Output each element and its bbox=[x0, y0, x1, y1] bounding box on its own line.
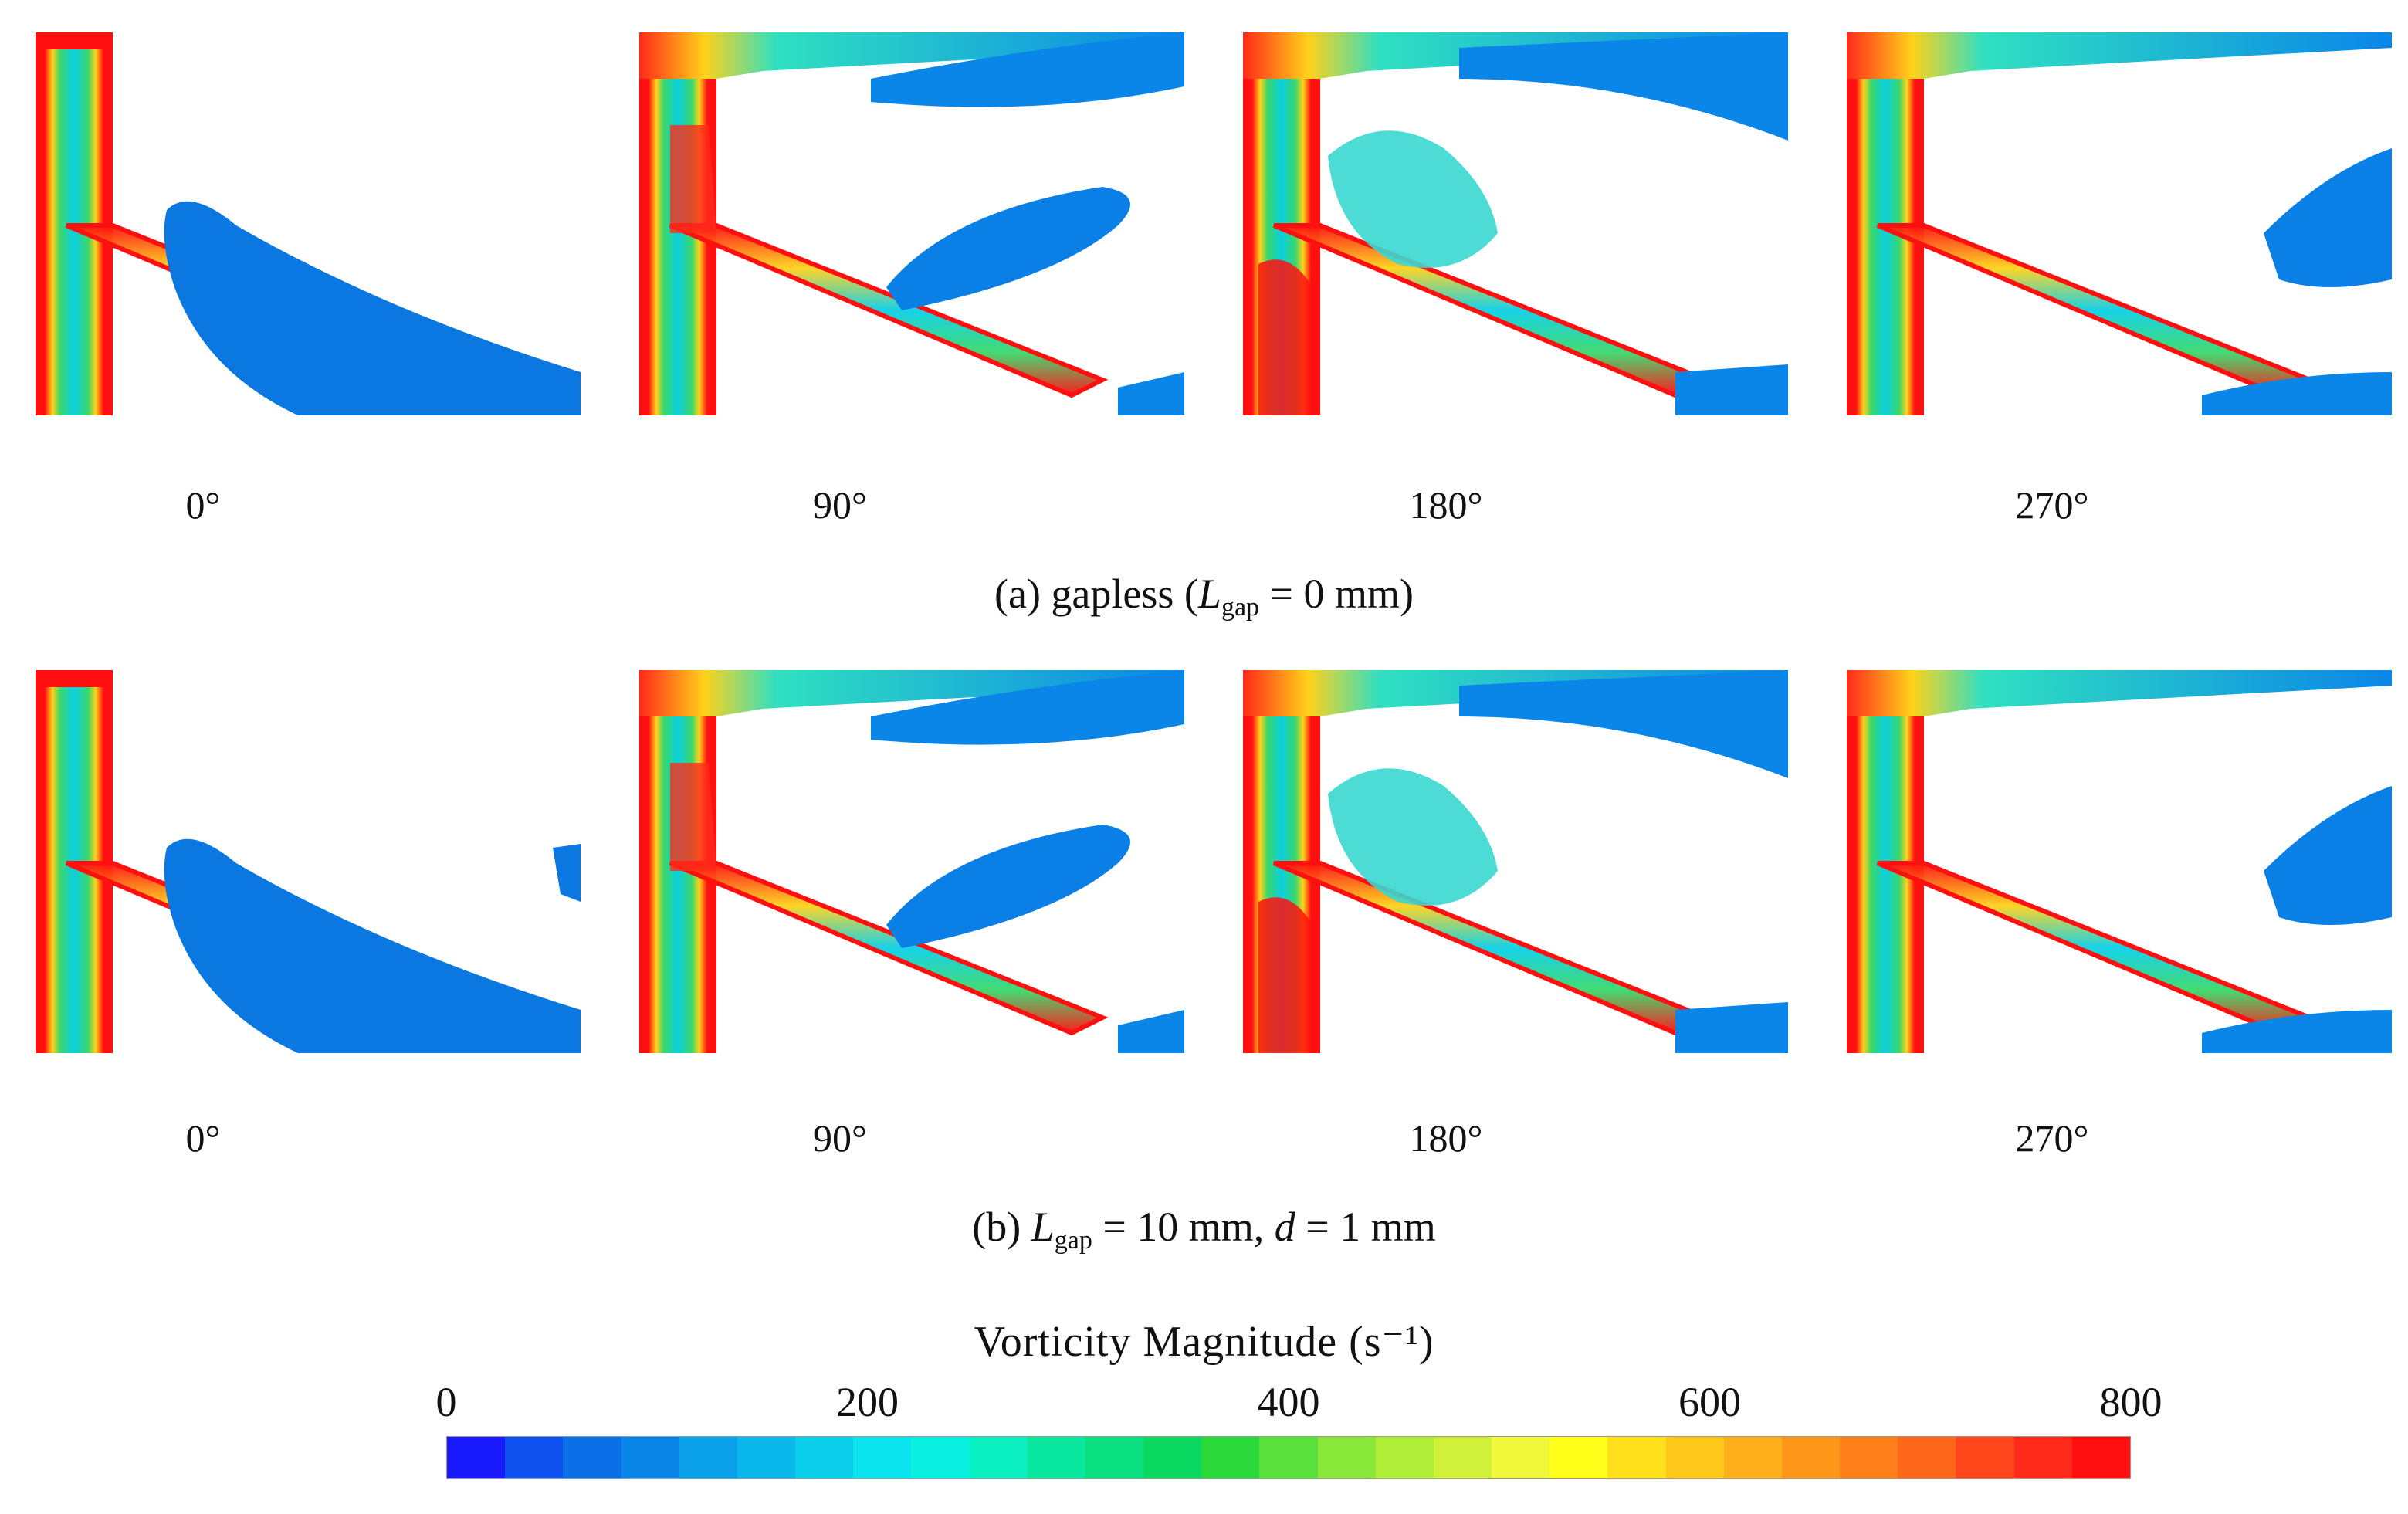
caption-variable: d bbox=[1274, 1204, 1295, 1250]
angle-label: 270° bbox=[2015, 1116, 2089, 1160]
colorbar-segment bbox=[1549, 1437, 1608, 1478]
angle-label: 0° bbox=[185, 483, 221, 527]
panel-a-270deg bbox=[1847, 32, 2392, 415]
caption-subscript: gap bbox=[1054, 1226, 1092, 1255]
colorbar-segment bbox=[2013, 1437, 2072, 1478]
caption-variable: L bbox=[1197, 571, 1221, 617]
caption-text: (b) bbox=[972, 1204, 1031, 1250]
colorbar-tick-label: 400 bbox=[1257, 1379, 1320, 1425]
panel-b-180deg bbox=[1243, 670, 1788, 1053]
colorbar-segment bbox=[1143, 1437, 1202, 1478]
panel-b-90deg bbox=[639, 670, 1184, 1053]
colorbar-segment bbox=[1956, 1437, 2014, 1478]
colorbar-segment bbox=[1665, 1437, 1724, 1478]
panel-a-0deg bbox=[36, 32, 581, 415]
colorbar-segment bbox=[737, 1437, 796, 1478]
colorbar-segment bbox=[1898, 1437, 1956, 1478]
angle-label: 90° bbox=[813, 483, 867, 527]
colorbar-segment bbox=[1840, 1437, 1898, 1478]
panel-b-0deg bbox=[36, 670, 581, 1053]
colorbar-segment bbox=[1317, 1437, 1376, 1478]
colorbar-segment bbox=[795, 1437, 854, 1478]
colorbar-segment bbox=[1375, 1437, 1434, 1478]
colorbar-segment bbox=[1723, 1437, 1782, 1478]
colorbar-tick-label: 600 bbox=[1678, 1379, 1741, 1425]
angle-label: 180° bbox=[1409, 483, 1483, 527]
colorbar-segment bbox=[563, 1437, 621, 1478]
caption-variable: L bbox=[1031, 1204, 1055, 1250]
caption-text: = 10 mm, bbox=[1092, 1204, 1275, 1250]
angle-label: 270° bbox=[2015, 483, 2089, 527]
colorbar-segment bbox=[2071, 1437, 2130, 1478]
colorbar-title: Vorticity Magnitude (s⁻¹) bbox=[974, 1318, 1434, 1366]
colorbar-segment bbox=[447, 1437, 506, 1478]
angle-label: 90° bbox=[813, 1116, 867, 1160]
colorbar-segment bbox=[1433, 1437, 1492, 1478]
colorbar-segment bbox=[969, 1437, 1028, 1478]
colorbar-tick-label: 800 bbox=[2099, 1379, 2162, 1425]
colorbar-segment bbox=[1201, 1437, 1260, 1478]
colorbar-segment bbox=[505, 1437, 564, 1478]
colorbar-segment bbox=[853, 1437, 912, 1478]
panel-b-270deg bbox=[1847, 670, 2392, 1053]
angle-label: 0° bbox=[185, 1116, 221, 1160]
caption-subscript: gap bbox=[1221, 593, 1260, 622]
colorbar-segment bbox=[621, 1437, 679, 1478]
colorbar bbox=[446, 1436, 2131, 1479]
colorbar-tick-label: 200 bbox=[836, 1379, 899, 1425]
panel-a-90deg bbox=[639, 32, 1184, 415]
colorbar-segment bbox=[911, 1437, 970, 1478]
colorbar-segment bbox=[1781, 1437, 1841, 1478]
caption-text: (a) gapless ( bbox=[994, 571, 1198, 617]
colorbar-segment bbox=[1085, 1437, 1144, 1478]
colorbar-segment bbox=[1607, 1437, 1666, 1478]
colorbar-tick-label: 0 bbox=[435, 1379, 457, 1425]
caption-text: = 0 mm) bbox=[1259, 571, 1414, 617]
colorbar-segment bbox=[1259, 1437, 1318, 1478]
colorbar-segment bbox=[679, 1437, 737, 1478]
panel-a-180deg bbox=[1243, 32, 1788, 415]
colorbar-segment bbox=[1027, 1437, 1085, 1478]
colorbar-segment bbox=[1492, 1437, 1550, 1478]
angle-label: 180° bbox=[1409, 1116, 1483, 1160]
caption-text: = 1 mm bbox=[1295, 1204, 1436, 1250]
caption-a: (a) gapless (Lgap = 0 mm) bbox=[0, 570, 2408, 622]
caption-b: (b) Lgap = 10 mm, d = 1 mm bbox=[0, 1203, 2408, 1255]
